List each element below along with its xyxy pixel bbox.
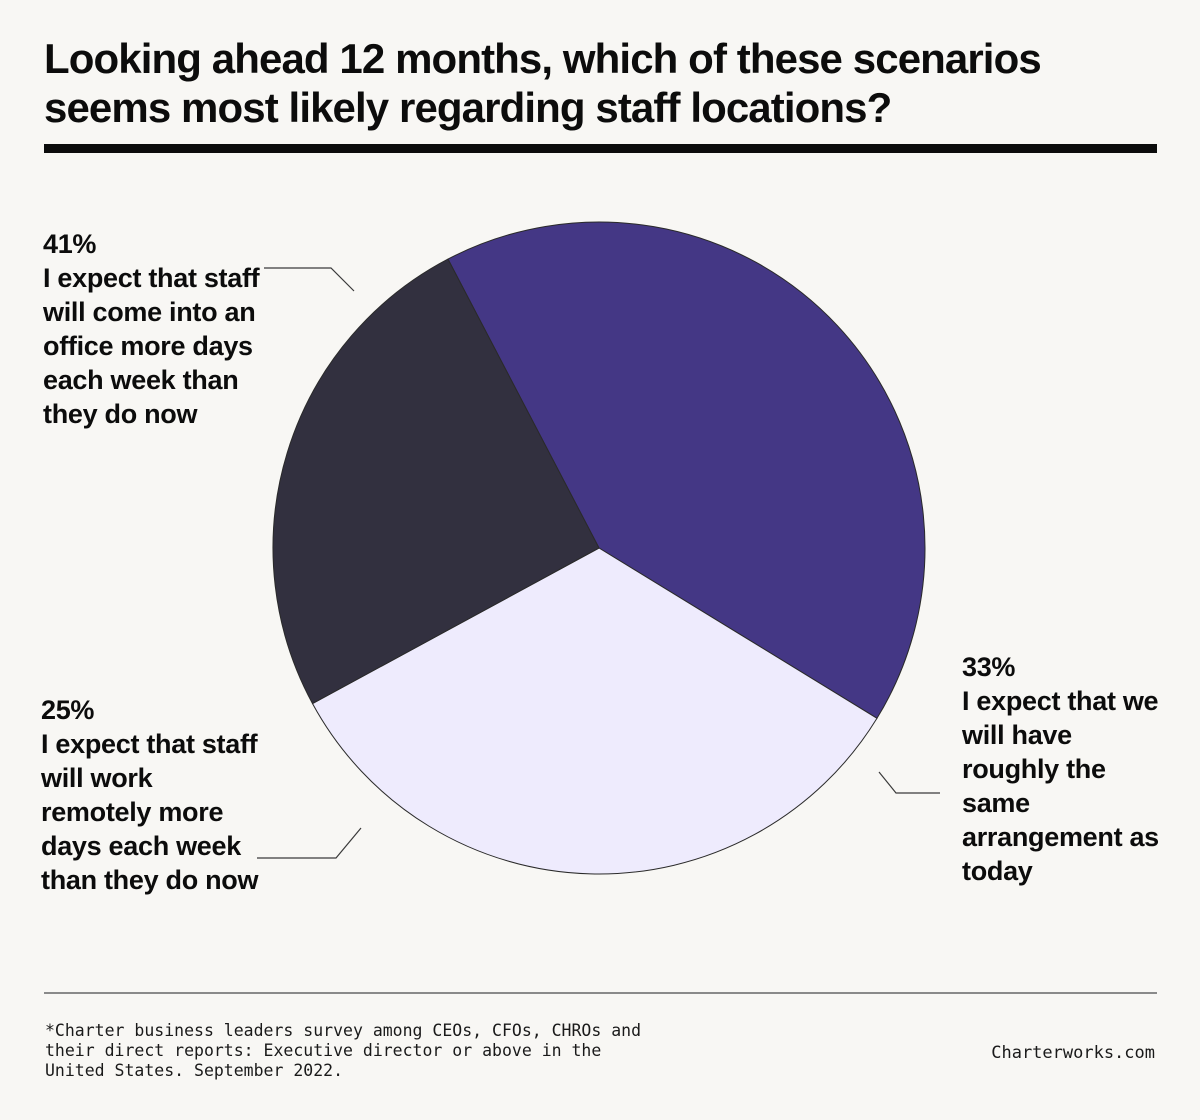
source-footnote-line-3: United States. September 2022. — [45, 1061, 344, 1080]
source-footnote-line-2: their direct reports: Executive director… — [45, 1041, 602, 1060]
chart-title-line-1: Looking ahead 12 months, which of these … — [44, 35, 1042, 82]
slice-label-office-more: 41% I expect that staff will come into a… — [43, 227, 263, 431]
chart-title: Looking ahead 12 months, which of these … — [44, 34, 1164, 132]
slice-text-office-more: I expect that staff will come into an of… — [43, 263, 260, 429]
leader-line-same-arrangement — [878, 771, 940, 794]
source-footnote-line-1: *Charter business leaders survey among C… — [45, 1021, 642, 1040]
chart-title-line-2: seems most likely regarding staff locati… — [44, 84, 892, 131]
pie-slice-remote-more — [272, 258, 600, 705]
slice-percent-same-arrangement: 33% — [962, 652, 1016, 682]
leader-line-remote-more — [257, 827, 362, 859]
title-divider — [44, 144, 1157, 153]
source-footnote: *Charter business leaders survey among C… — [45, 1021, 805, 1081]
footer-divider — [44, 992, 1157, 994]
slice-label-same-arrangement: 33% I expect that we will have roughly t… — [962, 650, 1162, 888]
pie-slice-same-arrangement — [312, 547, 878, 875]
leader-lines — [257, 267, 940, 859]
slice-text-remote-more: I expect that staff will work remotely m… — [41, 729, 259, 895]
slice-percent-remote-more: 25% — [41, 695, 95, 725]
slice-label-remote-more: 25% I expect that staff will work remote… — [41, 693, 261, 897]
pie-slice-office-more — [447, 221, 926, 719]
slice-percent-office-more: 41% — [43, 229, 97, 259]
pie-slices — [272, 221, 926, 875]
leader-line-office-more — [264, 267, 355, 292]
slice-text-same-arrangement: I expect that we will have roughly the s… — [962, 686, 1159, 886]
brand-url: Charterworks.com — [991, 1043, 1155, 1063]
